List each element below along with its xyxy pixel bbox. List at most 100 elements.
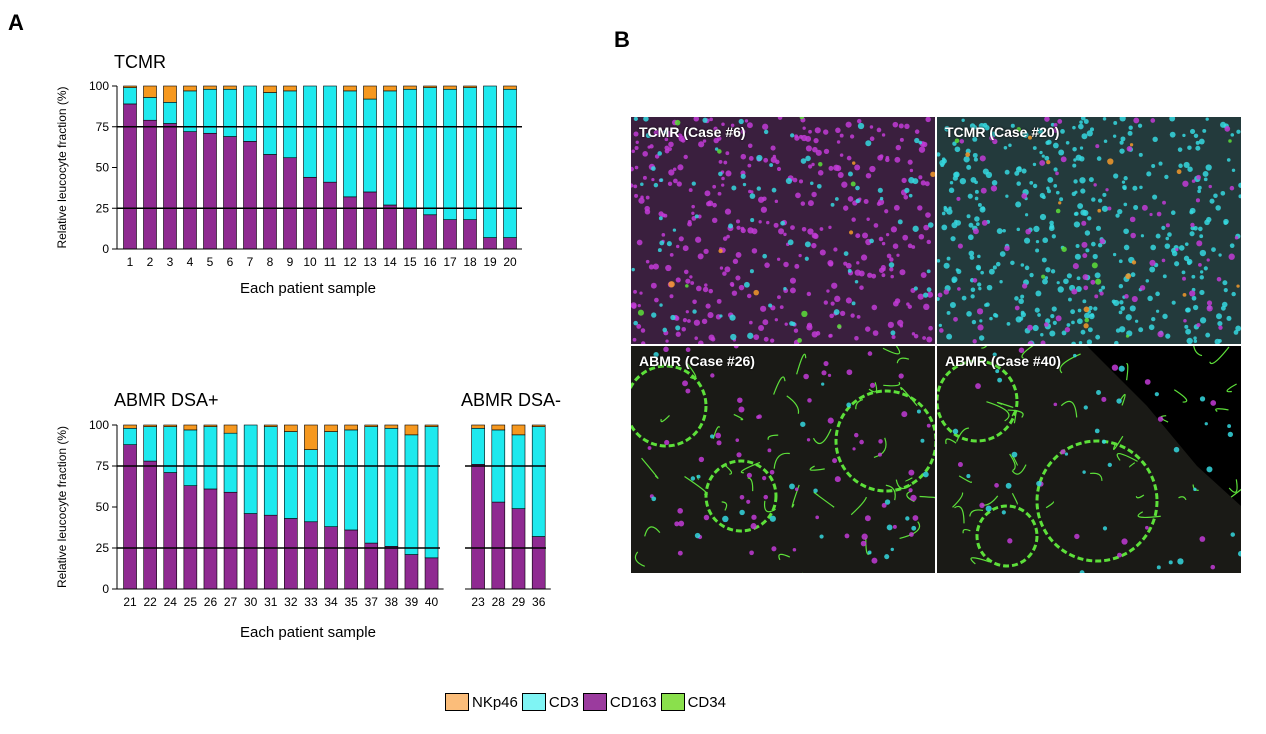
cell-dot-cd163 (698, 340, 704, 344)
capillary (956, 427, 969, 442)
cell-dot-cd163 (943, 289, 949, 295)
cell-dot-cd3 (1220, 121, 1227, 128)
cell-dot-cd163 (854, 269, 861, 276)
cell-dot-cd163 (698, 456, 705, 463)
bar-nkp46 (123, 85, 137, 88)
cell-dot-cd163 (724, 266, 731, 273)
cell-dot-cd3 (1052, 142, 1059, 149)
cell-dot-cd163 (1082, 253, 1088, 259)
cell-dot-cd163 (835, 127, 841, 134)
cell-dot-cd163 (778, 228, 785, 235)
cell-dot-cd163 (695, 285, 702, 292)
cell-dot-cd163 (634, 165, 639, 170)
cell-dot-cd3 (1088, 177, 1094, 183)
cell-dot-cd163 (1157, 330, 1164, 338)
cell-dot-cd163 (665, 339, 669, 343)
cell-dot-cd163 (1081, 220, 1087, 226)
cell-dot-cd34 (818, 162, 823, 167)
cell-dot-cd163 (756, 415, 760, 419)
cell-dot-cd163 (827, 373, 832, 378)
cell-dot-cd3 (1080, 209, 1087, 216)
bar-cd3 (383, 90, 397, 206)
bar-cd163 (343, 196, 357, 250)
x-axis-label: Each patient sample (240, 624, 376, 641)
cell-dot-cd163 (852, 447, 856, 451)
cell-dot-cd163 (885, 157, 890, 163)
bar-cd163 (324, 526, 338, 590)
cell-dot-cd163 (740, 153, 747, 160)
cell-dot-cd3 (659, 178, 664, 182)
cell-dot-cd163 (881, 502, 887, 508)
cell-dot-cd163 (631, 149, 635, 153)
cell-dot-cd3 (1078, 123, 1084, 130)
cell-dot-cd163 (1007, 538, 1013, 544)
cell-dot-cd3 (963, 156, 970, 163)
capillary (773, 452, 790, 469)
cell-dot-cd163 (880, 265, 886, 271)
cell-dot-cd163 (867, 351, 873, 356)
cell-dot-cd163 (637, 304, 641, 308)
cell-dot-cd3 (989, 316, 993, 321)
cell-dot-cd3 (986, 284, 993, 291)
cell-dot-cd3 (1079, 156, 1085, 162)
cell-dot-cd163 (815, 149, 822, 156)
cell-dot-cd3 (800, 421, 806, 427)
cell-dot-cd3 (1044, 155, 1050, 161)
cell-dot-cd3 (1077, 203, 1084, 209)
cell-dot-cd3 (1010, 123, 1015, 128)
cell-dot-cd3 (1107, 462, 1112, 468)
cell-dot-cd163 (817, 170, 824, 176)
cell-dot-cd3 (1189, 207, 1196, 214)
cell-dot-cd3 (789, 483, 795, 490)
cell-dot-cd163 (682, 380, 688, 387)
cell-dot-cd3 (884, 554, 890, 560)
cell-dot-cd163 (841, 181, 848, 188)
cell-dot-cd3 (1171, 300, 1176, 305)
cell-dot-cd3 (1080, 329, 1086, 335)
cell-dot-cd163 (792, 547, 797, 552)
bar-cd163 (511, 508, 526, 590)
bar-cd3 (263, 92, 277, 155)
cell-dot-cd163 (869, 136, 875, 142)
cell-dot-cd3 (1113, 173, 1119, 179)
y-tick-label: 100 (89, 418, 109, 432)
cell-dot-cd3 (1022, 131, 1029, 138)
cell-dot-cd3 (978, 286, 982, 291)
cell-dot-cd163 (869, 382, 876, 388)
cell-dot-cd163 (709, 117, 713, 122)
cell-dot-cd3 (659, 303, 663, 307)
cell-dot-cd3 (1187, 166, 1193, 172)
cell-dot-cd3 (1084, 230, 1091, 236)
cell-dot-cd163 (903, 194, 909, 200)
capillary (958, 475, 972, 483)
bar-cd163 (363, 191, 377, 250)
capillary (885, 484, 896, 501)
cell-dot-cd163 (892, 121, 899, 128)
micrograph-void (1087, 346, 1241, 506)
cell-dot-cd3 (1004, 169, 1010, 175)
cell-dot-cd3 (1204, 219, 1210, 226)
cell-dot-cd34 (801, 310, 808, 318)
cell-dot-cd3 (927, 222, 934, 228)
cell-dot-cd163 (889, 257, 894, 262)
cell-dot-cd163 (1149, 259, 1156, 266)
cell-dot-cd3 (1093, 306, 1098, 311)
cell-dot-cd3 (948, 187, 955, 194)
cell-dot-cd3 (1001, 510, 1006, 515)
cell-dot-cd163 (833, 247, 838, 252)
cell-dot-cd3 (718, 171, 723, 177)
cell-dot-cd3 (1156, 565, 1161, 570)
cell-dot-cd3 (1016, 181, 1021, 186)
cell-dot-cd3 (1008, 143, 1012, 147)
cell-dot-cd163 (740, 129, 746, 135)
capillary (773, 376, 786, 395)
bar-nkp46 (424, 424, 439, 427)
cell-dot-cd163 (746, 499, 751, 504)
cell-dot-cd163 (674, 315, 680, 321)
bar-cd163 (183, 131, 197, 250)
bar-cd163 (384, 546, 399, 590)
cell-dot-cd163 (746, 472, 752, 478)
cell-dot-cd163 (878, 439, 883, 444)
cell-dot-cd3 (1049, 330, 1056, 337)
cell-dot-cd163 (846, 155, 852, 161)
